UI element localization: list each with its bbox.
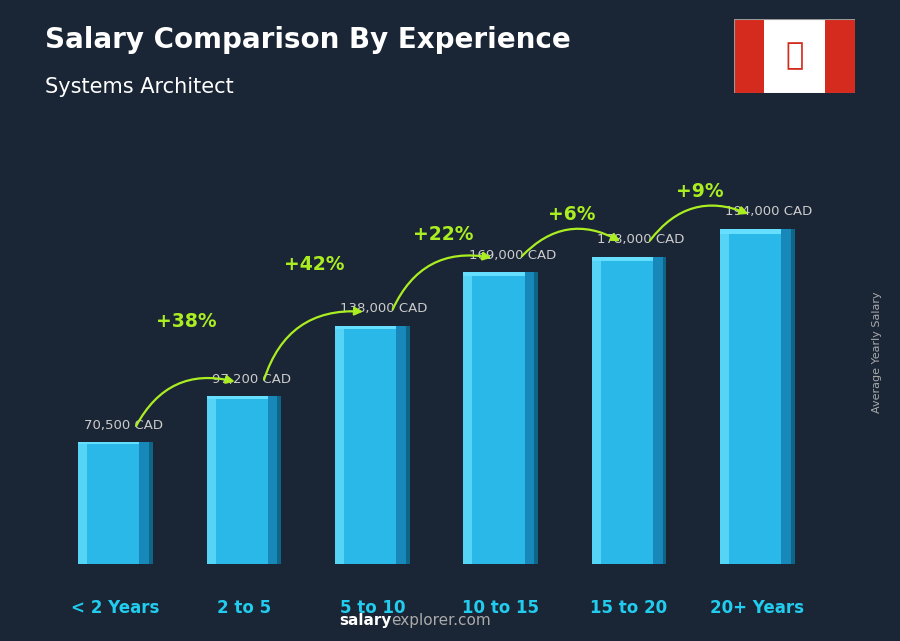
Bar (592, 256, 652, 564)
Text: +22%: +22% (413, 226, 473, 244)
Bar (277, 396, 281, 564)
Bar (791, 229, 795, 564)
Bar (78, 442, 140, 564)
Bar (720, 229, 729, 564)
Bar (464, 272, 525, 564)
Bar (207, 396, 216, 564)
Text: 178,000 CAD: 178,000 CAD (597, 233, 684, 246)
Text: explorer.com: explorer.com (392, 613, 491, 628)
Bar (592, 256, 652, 261)
Bar (824, 19, 855, 93)
Text: 97,200 CAD: 97,200 CAD (212, 373, 291, 386)
Text: +6%: +6% (547, 204, 595, 224)
Text: 🍁: 🍁 (785, 42, 804, 71)
Text: +9%: +9% (676, 182, 724, 201)
Text: 5 to 10: 5 to 10 (339, 599, 405, 617)
Bar (149, 442, 153, 564)
Bar (140, 442, 153, 564)
Bar (406, 326, 410, 564)
Bar (335, 326, 396, 329)
Text: +42%: +42% (284, 254, 345, 274)
Text: salary: salary (339, 613, 392, 628)
Bar (207, 396, 268, 399)
Text: 15 to 20: 15 to 20 (590, 599, 668, 617)
Bar (734, 19, 764, 93)
Text: < 2 Years: < 2 Years (71, 599, 160, 617)
Text: Average Yearly Salary: Average Yearly Salary (872, 292, 883, 413)
Bar (720, 229, 781, 564)
Bar (268, 396, 281, 564)
Bar (535, 272, 538, 564)
Text: 20+ Years: 20+ Years (710, 599, 805, 617)
Bar (781, 229, 795, 564)
Text: 70,500 CAD: 70,500 CAD (84, 419, 163, 432)
Bar (78, 442, 140, 444)
Bar (592, 256, 601, 564)
Bar (464, 272, 472, 564)
Bar (335, 326, 396, 564)
Text: 138,000 CAD: 138,000 CAD (340, 303, 428, 315)
Bar (207, 396, 268, 564)
Bar (335, 326, 344, 564)
Text: Systems Architect: Systems Architect (45, 77, 234, 97)
Text: 194,000 CAD: 194,000 CAD (725, 206, 813, 219)
Text: +38%: +38% (156, 312, 217, 331)
Bar (525, 272, 538, 564)
Bar (720, 229, 781, 234)
Bar (652, 256, 666, 564)
Text: 2 to 5: 2 to 5 (217, 599, 271, 617)
Text: Salary Comparison By Experience: Salary Comparison By Experience (45, 26, 571, 54)
Text: 169,000 CAD: 169,000 CAD (469, 249, 556, 262)
Bar (78, 442, 87, 564)
Bar (396, 326, 410, 564)
Text: 10 to 15: 10 to 15 (463, 599, 539, 617)
Bar (662, 256, 666, 564)
Bar (464, 272, 525, 276)
